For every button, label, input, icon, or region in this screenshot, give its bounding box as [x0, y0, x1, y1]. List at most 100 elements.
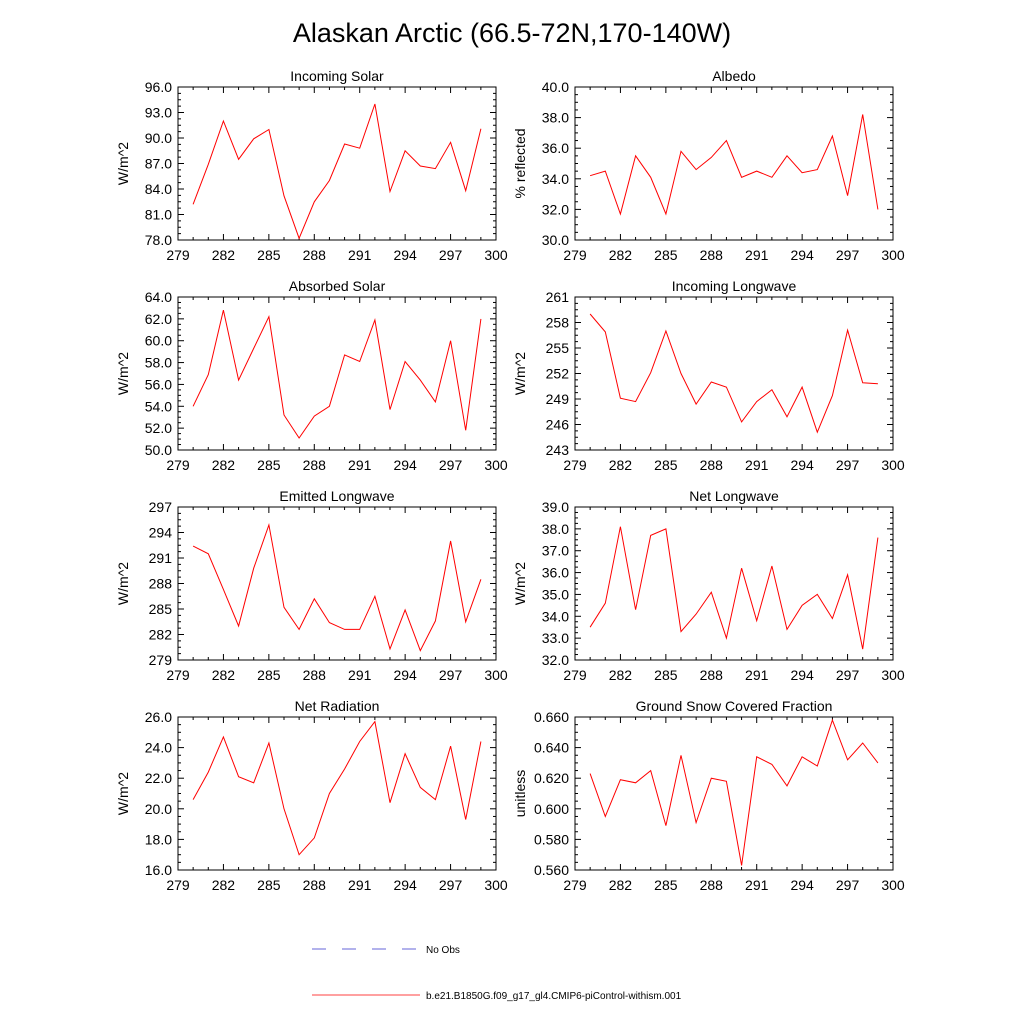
series-line	[589, 114, 879, 216]
x-tick-label: 285	[654, 877, 678, 893]
y-tick-label: 0.620	[534, 770, 569, 786]
y-tick-label: 285	[149, 601, 173, 617]
x-tick-label: 282	[609, 457, 633, 473]
y-tick-label: 36.0	[542, 140, 569, 156]
x-tick-label: 291	[348, 877, 372, 893]
x-tick-label: 279	[563, 247, 587, 263]
x-tick-label: 285	[257, 667, 281, 683]
x-tick-label: 279	[166, 877, 190, 893]
x-tick-label: 291	[348, 457, 372, 473]
x-tick-label: 288	[303, 877, 327, 893]
plot-frame	[177, 716, 497, 871]
x-tick-label: 300	[484, 247, 508, 263]
x-tick-label: 300	[881, 247, 905, 263]
series-line	[192, 720, 482, 856]
plot-frame	[574, 86, 894, 241]
x-tick-label: 297	[439, 667, 463, 683]
x-tick-label: 282	[212, 247, 236, 263]
y-tick-label: 0.580	[534, 831, 569, 847]
y-tick-label: 54.0	[145, 398, 172, 414]
y-tick-label: 0.660	[534, 709, 569, 725]
chart-panel-3: Incoming Longwave W/m^2 279 282 285 288 291 294…	[512, 278, 905, 473]
x-tick-label: 288	[303, 247, 327, 263]
x-tick-label: 297	[439, 877, 463, 893]
y-tick-label: 84.0	[145, 181, 172, 197]
x-tick-label: 279	[166, 247, 190, 263]
x-tick-label: 300	[881, 457, 905, 473]
x-tick-label: 291	[745, 247, 769, 263]
y-tick-label: 24.0	[145, 740, 172, 756]
legend-label-obs: No Obs	[426, 945, 460, 956]
y-axis-label: W/m^2	[512, 352, 528, 395]
y-tick-label: 291	[149, 550, 173, 566]
y-tick-label: 0.640	[534, 740, 569, 756]
x-tick-label: 294	[790, 457, 814, 473]
y-tick-label: 243	[546, 442, 570, 458]
x-tick-label: 288	[700, 667, 724, 683]
x-tick-label: 279	[563, 667, 587, 683]
x-tick-label: 279	[166, 667, 190, 683]
x-tick-label: 285	[654, 667, 678, 683]
x-tick-label: 300	[484, 877, 508, 893]
y-tick-label: 81.0	[145, 207, 172, 223]
plot-frame	[574, 506, 894, 661]
x-tick-label: 279	[166, 457, 190, 473]
chart-panel-4: Emitted Longwave W/m^2 279 282 285 288 291 294 2…	[115, 488, 508, 683]
y-tick-label: 32.0	[542, 201, 569, 217]
x-tick-label: 297	[836, 457, 860, 473]
y-tick-label: 16.0	[145, 862, 172, 878]
chart-panel-5: Net Longwave W/m^2 279 282 285 288 291 294 297 30…	[512, 488, 905, 683]
chart-panel-7: Ground Snow Covered Fraction unitless 279 2…	[512, 698, 905, 893]
panel-title: Net Radiation	[295, 698, 380, 714]
x-tick-label: 279	[563, 877, 587, 893]
x-tick-label: 294	[393, 457, 417, 473]
y-tick-label: 20.0	[145, 801, 172, 817]
legend-entry-obs: No Obs	[312, 945, 460, 956]
y-axis-label: W/m^2	[115, 352, 131, 395]
y-tick-label: 40.0	[542, 79, 569, 95]
y-tick-label: 26.0	[145, 709, 172, 725]
series-line	[192, 522, 482, 652]
x-tick-label: 288	[700, 247, 724, 263]
x-tick-label: 282	[212, 667, 236, 683]
x-tick-label: 300	[881, 667, 905, 683]
x-tick-label: 294	[790, 877, 814, 893]
y-tick-label: 38.0	[542, 110, 569, 126]
y-tick-label: 255	[546, 340, 570, 356]
y-tick-label: 39.0	[542, 499, 569, 515]
y-tick-label: 87.0	[145, 156, 172, 172]
y-tick-label: 30.0	[542, 232, 569, 248]
x-tick-label: 294	[790, 247, 814, 263]
panel-title: Albedo	[712, 68, 756, 84]
panel-title: Emitted Longwave	[279, 488, 394, 504]
y-tick-label: 60.0	[145, 333, 172, 349]
plot-frame	[177, 506, 497, 661]
x-tick-label: 291	[745, 457, 769, 473]
x-tick-label: 285	[257, 247, 281, 263]
y-tick-label: 35.0	[542, 586, 569, 602]
chart-panel-1: Albedo % reflected 279 282 285 288 291 294 297 30…	[512, 68, 905, 263]
chart-panels: Incoming Solar W/m^2 279 282 285 288 291 294 297…	[115, 68, 905, 893]
y-tick-label: 261	[546, 289, 570, 305]
x-tick-label: 285	[654, 457, 678, 473]
y-tick-label: 96.0	[145, 79, 172, 95]
x-tick-label: 288	[303, 457, 327, 473]
y-tick-label: 56.0	[145, 376, 172, 392]
y-tick-label: 288	[149, 576, 173, 592]
y-tick-label: 22.0	[145, 770, 172, 786]
series-line	[589, 718, 879, 866]
y-tick-label: 297	[149, 499, 173, 515]
y-axis-label: unitless	[512, 770, 528, 817]
y-axis-label: W/m^2	[115, 142, 131, 185]
y-tick-label: 34.0	[542, 608, 569, 624]
y-tick-label: 249	[546, 391, 570, 407]
series-line	[192, 103, 482, 240]
y-axis-label: W/m^2	[115, 772, 131, 815]
y-tick-label: 0.600	[534, 801, 569, 817]
y-tick-label: 18.0	[145, 831, 172, 847]
x-tick-label: 279	[563, 457, 587, 473]
x-tick-label: 294	[393, 877, 417, 893]
legend: No Obs b.e21.B1850G.f09_g17_gl4.CMIP6-pi…	[312, 945, 682, 1002]
y-axis-label: W/m^2	[512, 562, 528, 605]
